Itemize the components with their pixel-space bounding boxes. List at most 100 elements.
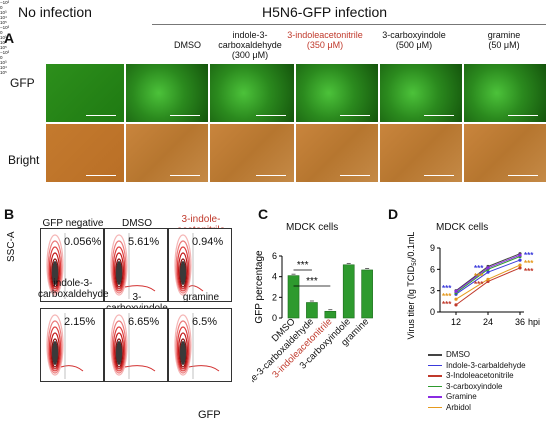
flow-x-tick: 10⁵	[0, 70, 7, 75]
sig-star: ***	[474, 272, 484, 281]
scale-bar	[86, 174, 116, 176]
density-contour	[115, 338, 123, 368]
sig-star: ***	[442, 292, 452, 301]
density-contour	[111, 320, 127, 374]
flow-x-label: GFP	[198, 409, 221, 421]
flow-plot-frame	[104, 308, 168, 382]
line-y-label-sub: 50	[412, 258, 418, 265]
condition-label-line: (50 μM)	[488, 40, 520, 50]
line-y-label: Virus titer (lg TCID50/0.1mL)	[406, 232, 418, 339]
no-infection-header: No infection	[18, 4, 92, 20]
bar-y-tick-label: 4	[272, 272, 277, 282]
density-contour	[110, 314, 128, 376]
flow-plot-svg	[46, 233, 66, 299]
flow-plot-frame	[104, 228, 168, 302]
density-core	[52, 341, 58, 365]
bar	[306, 302, 318, 319]
series-point	[518, 253, 522, 257]
panel-d-title: MDCK cells	[436, 222, 489, 233]
row-label-bright: Bright	[8, 153, 40, 167]
line-x-tick-label: 24	[483, 317, 493, 327]
bar	[361, 269, 373, 319]
flow-plot-svg	[174, 233, 204, 299]
gfp-bar-chart: GFP percentage 0246DMSOindole-3-carboxald…	[252, 250, 373, 398]
legend-label: 3-Indoleacetonitrile	[446, 371, 514, 380]
flow-plot-frame	[40, 228, 104, 302]
gfp-positive-tail	[124, 365, 156, 372]
condition-label-line: 3-carboxyindole	[382, 30, 446, 40]
flow-x-tick: 10⁴	[0, 15, 7, 20]
flow-x-tick: 10³	[0, 10, 7, 15]
flow-plot-title: gramine	[166, 292, 236, 303]
flow-plot-svg	[110, 313, 156, 379]
panel-c-title: MDCK cells	[286, 222, 339, 233]
legend-entry: 3-carboxyindole	[428, 382, 526, 393]
scale-bar	[508, 114, 538, 116]
flow-percentage: 6.65%	[128, 316, 160, 328]
legend-swatch	[428, 385, 442, 388]
density-contour	[48, 326, 62, 372]
density-contour	[46, 314, 64, 376]
gfp-positive-tail	[188, 285, 204, 292]
scale-bar	[170, 114, 200, 116]
density-contour	[111, 240, 127, 294]
bright-micrograph	[126, 124, 208, 182]
gfp-micrograph	[296, 64, 378, 122]
flow-x-tick: 10³	[0, 60, 7, 65]
density-contour	[50, 252, 61, 290]
series-point	[518, 258, 522, 262]
bar-y-tick-label: 0	[272, 313, 277, 323]
flow-plot-frame	[40, 308, 104, 382]
panel-d-letter: D	[388, 206, 399, 222]
bright-micrograph	[296, 124, 378, 182]
bar	[342, 264, 355, 319]
flow-plot-title-line: DMSO	[122, 218, 152, 229]
density-core	[116, 341, 122, 365]
flow-x-tick: 10³	[0, 35, 7, 40]
density-contour	[175, 320, 191, 374]
flow-x-tick: −10³	[0, 0, 10, 5]
gfp-micrograph	[380, 64, 462, 122]
line-x-tick-label: 36	[515, 317, 525, 327]
density-contour	[51, 338, 59, 368]
condition-label: indole-3- carboxaldehyde (300 μM)	[210, 30, 290, 60]
flow-plot-title-line: indole-3-	[53, 278, 93, 289]
legend-swatch	[428, 364, 442, 367]
flow-cytometry-plots: GFP negative0.056%DMSO5.61%3-indole-acet…	[0, 0, 550, 382]
scale-bar	[340, 114, 370, 116]
flow-x-tick: 10⁴	[0, 65, 7, 70]
bar-y-tick-label: 6	[272, 251, 277, 261]
flow-percentage: 0.056%	[64, 236, 102, 248]
legend-label: DMSO	[446, 350, 470, 359]
bright-micrograph	[210, 124, 294, 182]
density-contour	[178, 332, 189, 370]
line-chart-legend: DMSO Indole-3-carbaldehyde 3-Indoleacetoni…	[428, 350, 526, 413]
gfp-micrograph	[126, 64, 208, 122]
flow-x-tick: −10³	[0, 50, 10, 55]
gfp-positive-tail	[60, 365, 84, 372]
condition-label-line: (500 μM)	[395, 40, 433, 50]
condition-label-line: (300 μM)	[231, 50, 269, 60]
flow-x-tick: 10⁴	[0, 40, 7, 45]
condition-label: gramine (50 μM)	[464, 30, 544, 50]
panel-b-letter: B	[4, 206, 15, 222]
density-contour	[112, 326, 126, 372]
flow-x-tick: 0	[0, 5, 3, 10]
flow-plot-svg	[46, 313, 84, 379]
legend-entry: Arbidol	[428, 403, 526, 414]
sig-label: ***	[297, 260, 309, 271]
gfp-micrograph	[46, 64, 124, 122]
line-y-tick-label: 0	[430, 307, 435, 317]
legend-label: 3-carboxyindole	[446, 381, 503, 391]
legend-entry: 3-Indoleacetonitrile	[428, 371, 526, 382]
density-core	[52, 261, 58, 285]
line-y-tick-label: 3	[430, 286, 435, 296]
line-y-label-part: Virus titer (lg TCID	[406, 265, 416, 339]
legend-label: Indole-3-carbaldehyde	[446, 360, 526, 370]
bright-micrograph	[46, 124, 124, 182]
sig-star: ***	[524, 259, 534, 268]
line-x-unit: hpi	[528, 317, 540, 327]
density-contour	[179, 258, 187, 288]
row-label-gfp: GFP	[10, 76, 35, 90]
